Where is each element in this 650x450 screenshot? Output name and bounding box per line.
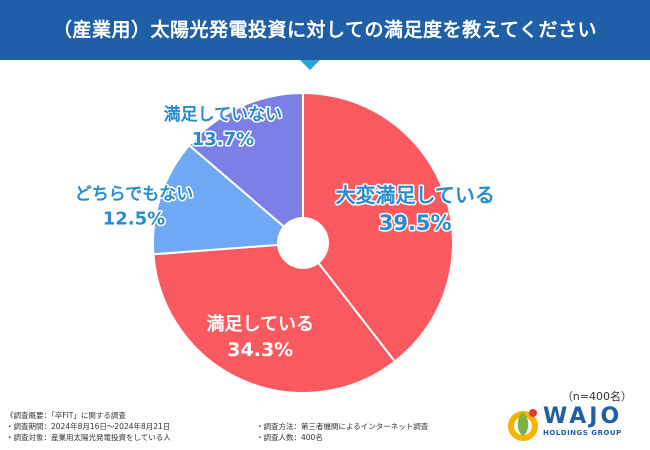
slice-value-label-2: 12.5%	[103, 209, 165, 230]
note-method: ・調査方法：第三者機関によるインターネット調査	[256, 422, 429, 431]
note-target: ・調査対象：産業用太陽光発電投資をしている人	[6, 433, 171, 442]
pie-slice-0	[302, 91, 454, 363]
logo-name: WAJO	[543, 404, 623, 429]
slice-value-label-3: 13.7%	[192, 129, 254, 150]
pie-slice-3	[187, 91, 304, 246]
note-overview: 《調査概要：「卒FIT」に関する調査	[6, 411, 126, 420]
note-count: ・調査人数：400名	[256, 433, 323, 442]
donut-hole	[277, 217, 329, 269]
sample-size-label: （n=400名）	[561, 390, 632, 403]
slice-category-label-3: 満足していない	[164, 104, 283, 125]
pie-slice-1	[152, 241, 397, 394]
slice-value-label-1: 34.3%	[227, 339, 293, 361]
slice-value-label-0: 39.5%	[379, 211, 452, 235]
survey-notes-right: ・調査方法：第三者機関によるインターネット調査 ・調査人数：400名	[256, 421, 428, 443]
pie-slices	[152, 91, 454, 394]
pie-labels: 大変満足している 39.5% 満足している 34.3% どちらでもない 12.5% 満足して…	[73, 102, 496, 361]
logo-subtitle: HOLDINGS GROUP	[543, 429, 622, 437]
slice-category-label-1: 満足している	[207, 313, 314, 335]
logo-mark-icon	[508, 409, 538, 441]
chart-title: （産業用）太陽光発電投資に対しての満足度を教えてください	[53, 19, 597, 41]
slice-category-label-0: 大変満足している	[335, 183, 494, 207]
note-period: ・調査期間：2024年8月16日～2024年8月21日	[6, 422, 171, 431]
header-bar	[0, 0, 650, 60]
company-logo: WAJO HOLDINGS GROUP	[505, 402, 645, 446]
pie-slice-2	[152, 143, 306, 256]
pie-chart: 大変満足している 39.5% 満足している 34.3% どちらでもない 12.5% 満足して…	[73, 91, 496, 394]
survey-notes-left: 《調査概要：「卒FIT」に関する調査 ・調査期間：2024年8月16日～2024…	[6, 410, 171, 443]
header-notch	[300, 60, 320, 70]
slice-category-label-2: どちらでもない	[75, 185, 194, 205]
